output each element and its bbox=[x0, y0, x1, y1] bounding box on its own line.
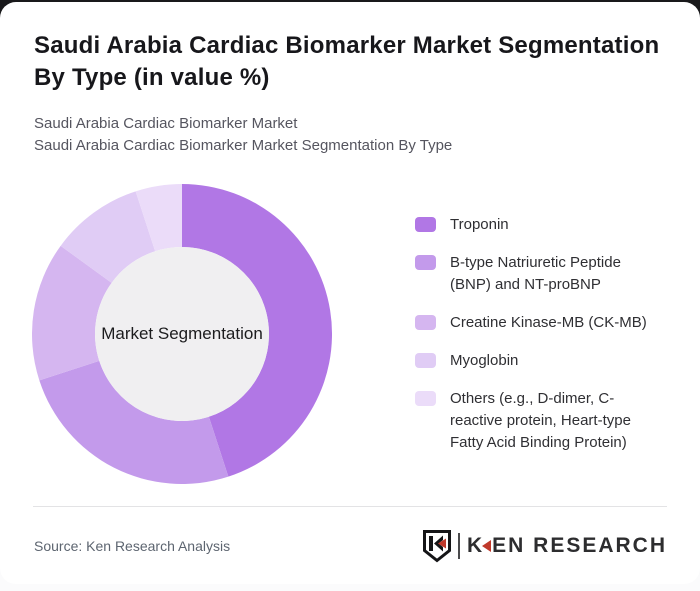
donut-center-label: Market Segmentation bbox=[101, 324, 263, 343]
legend-item: B-type Natriuretic Peptide (BNP) and NT-… bbox=[415, 252, 665, 296]
legend-label: Myoglobin bbox=[450, 352, 519, 369]
legend-item: Myoglobin bbox=[415, 350, 665, 372]
donut-svg bbox=[31, 184, 333, 485]
legend-item: Troponin bbox=[415, 214, 665, 236]
logo-separator bbox=[457, 533, 460, 559]
donut-center-circle bbox=[95, 247, 269, 421]
donut-segment bbox=[135, 184, 182, 252]
legend-label: B-type Natriuretic Peptide (BNP) and NT-… bbox=[450, 254, 621, 293]
donut-segment bbox=[182, 184, 333, 477]
footer-divider bbox=[33, 506, 667, 507]
subtitle-line-1: Saudi Arabia Cardiac Biomarker Market bbox=[34, 115, 298, 132]
donut-chart: Market Segmentation bbox=[31, 184, 333, 485]
title-line-1: Saudi Arabia Cardiac Biomarker Market Se… bbox=[34, 32, 660, 59]
ken-research-shield-icon bbox=[422, 530, 451, 563]
wordmark-k: K bbox=[466, 534, 485, 557]
legend-label: Creatine Kinase-MB (CK-MB) bbox=[450, 314, 647, 331]
legend-swatch bbox=[415, 255, 436, 270]
subtitle-line-2: Saudi Arabia Cardiac Biomarker Market Se… bbox=[34, 137, 453, 154]
page-title: Saudi Arabia Cardiac Biomarker Market Se… bbox=[34, 30, 659, 94]
legend-label: Troponin bbox=[450, 216, 509, 233]
legend-swatch bbox=[415, 217, 436, 232]
legend-swatch bbox=[415, 391, 436, 406]
donut-segment bbox=[39, 360, 229, 485]
chart-subtitle: Saudi Arabia Cardiac Biomarker Market Sa… bbox=[34, 113, 452, 157]
donut-segment bbox=[60, 191, 156, 283]
legend-swatch bbox=[415, 353, 436, 368]
legend-item: Creatine Kinase-MB (CK-MB) bbox=[415, 312, 665, 334]
wordmark-rest: EN RESEARCH bbox=[492, 534, 667, 557]
chart-legend: Troponin B-type Natriuretic Peptide (BNP)… bbox=[415, 214, 665, 470]
footer: Source: Ken Research Analysis K EN RESEA… bbox=[34, 528, 667, 564]
legend-label: Others (e.g., D-dimer, C-reactive protei… bbox=[450, 390, 631, 451]
legend-swatch bbox=[415, 315, 436, 330]
source-note: Source: Ken Research Analysis bbox=[34, 538, 231, 554]
logo-wordmark: K EN RESEARCH bbox=[467, 534, 667, 558]
title-line-2: By Type (in value %) bbox=[34, 64, 270, 91]
wordmark-red-triangle-icon bbox=[482, 540, 492, 552]
legend-item: Others (e.g., D-dimer, C-reactive protei… bbox=[415, 388, 665, 454]
ken-research-logo: K EN RESEARCH bbox=[422, 529, 667, 563]
donut-segment bbox=[31, 245, 112, 381]
